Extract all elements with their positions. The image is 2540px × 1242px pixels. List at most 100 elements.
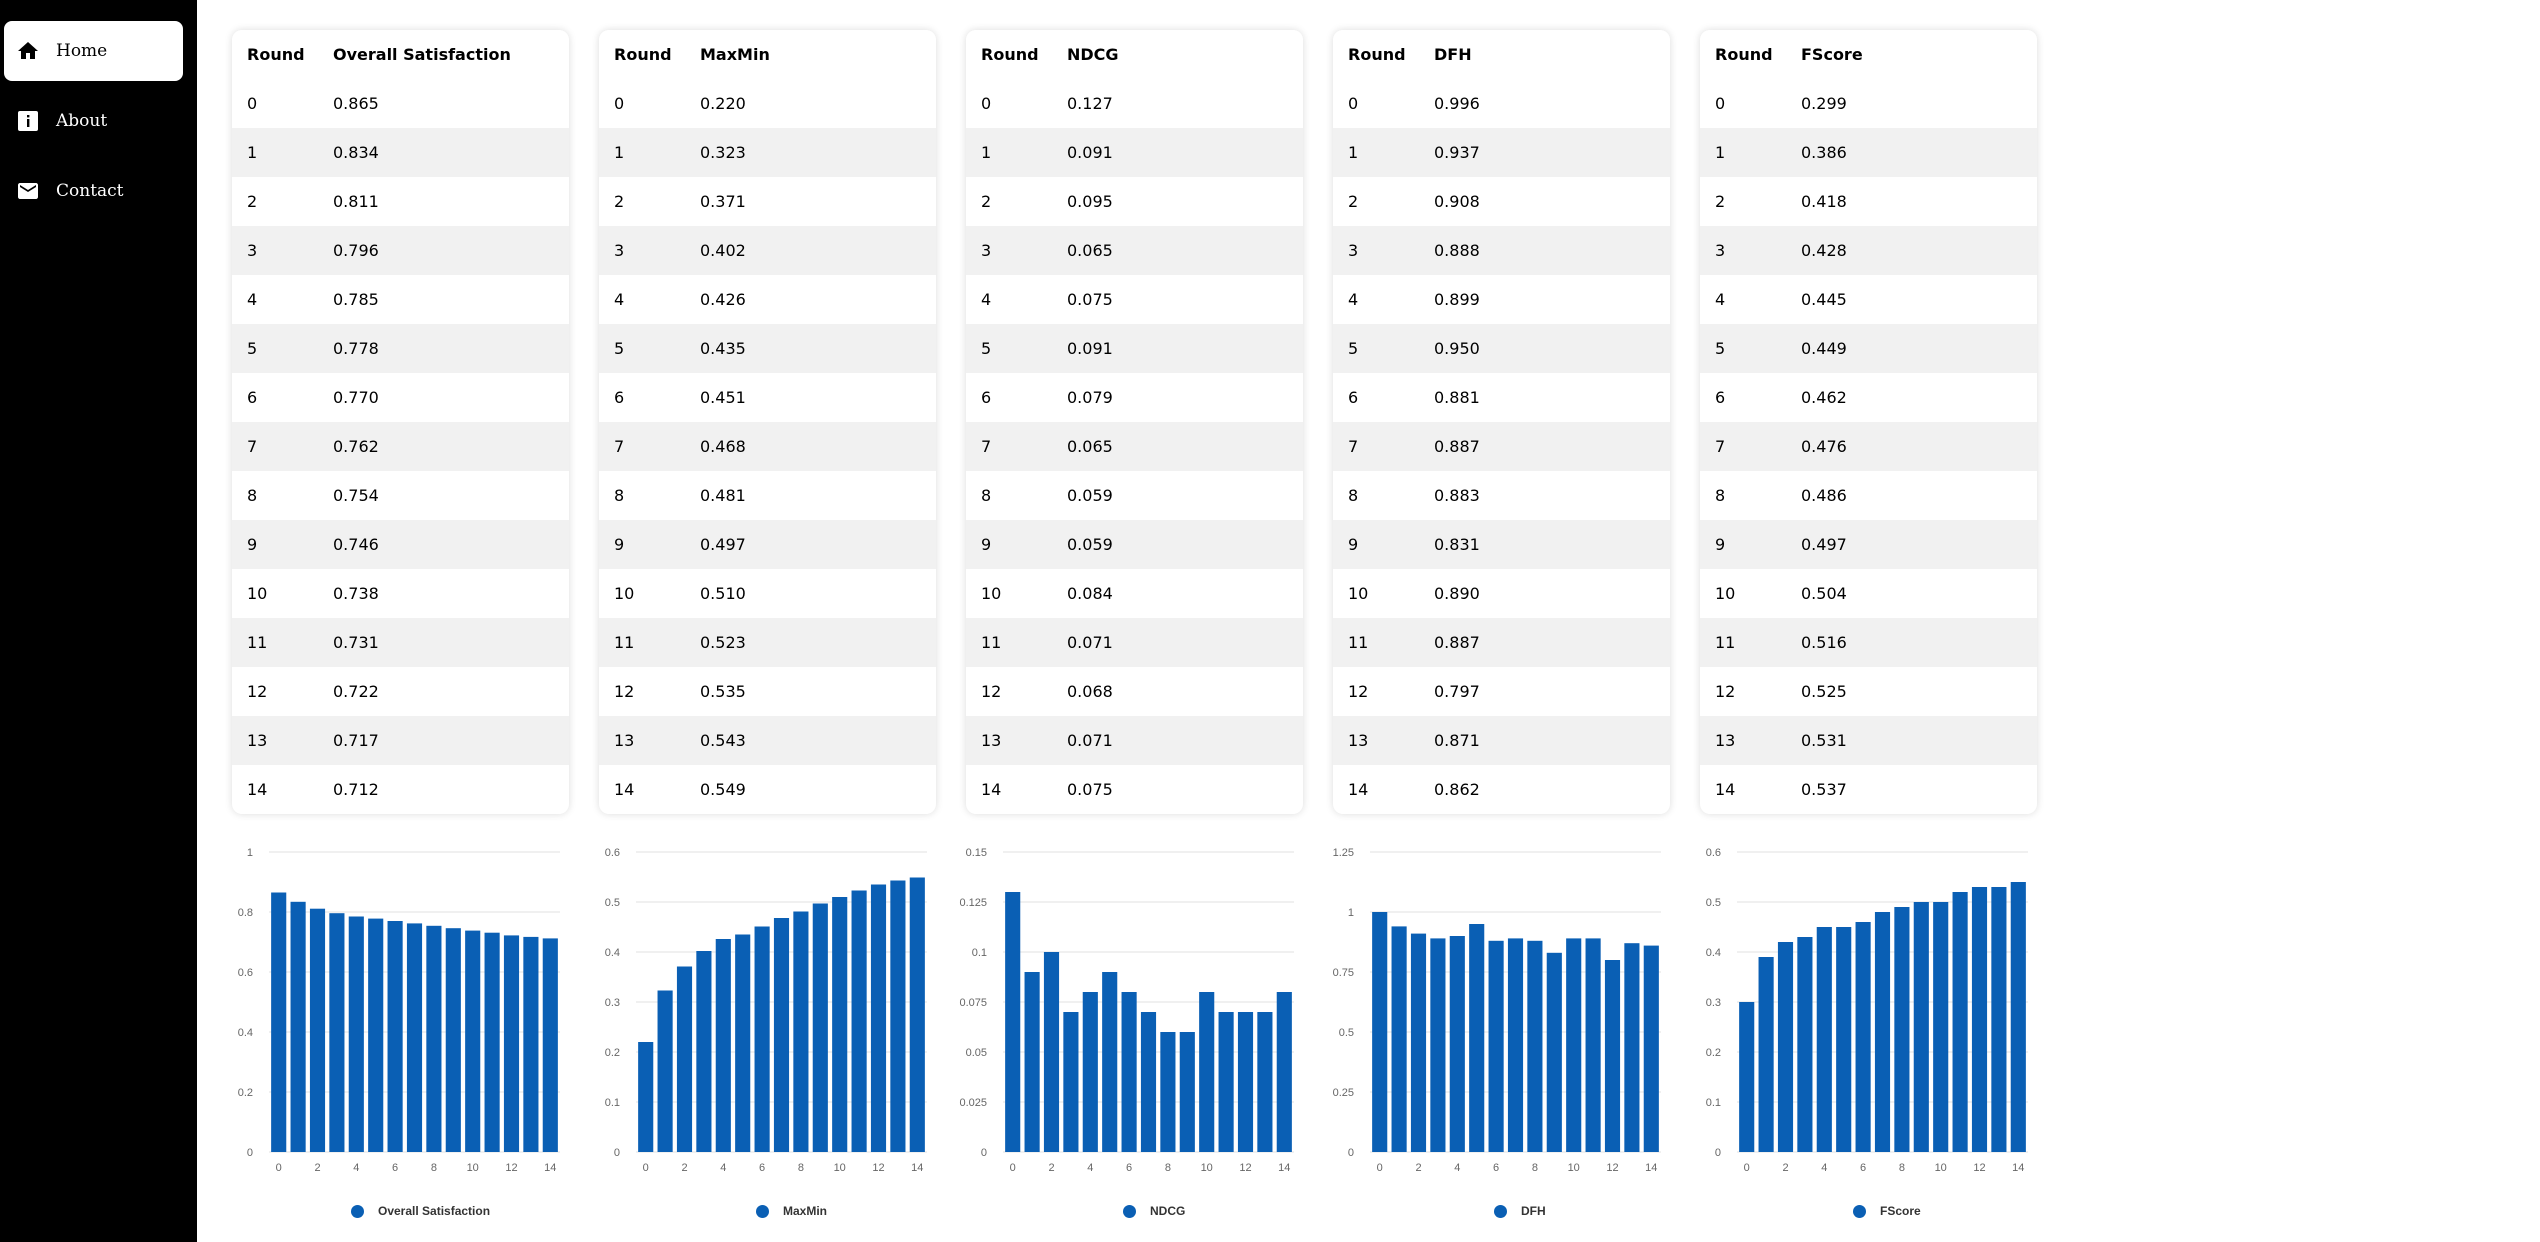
bar[interactable] bbox=[1991, 887, 2007, 1152]
cell-value: 0.504 bbox=[1801, 584, 1847, 603]
bar[interactable] bbox=[1140, 1012, 1157, 1152]
bar[interactable] bbox=[1894, 907, 1910, 1152]
bar[interactable] bbox=[329, 913, 345, 1152]
bar[interactable] bbox=[426, 925, 442, 1152]
bar[interactable] bbox=[832, 897, 848, 1152]
bar[interactable] bbox=[1082, 992, 1098, 1152]
bar[interactable] bbox=[1488, 940, 1504, 1152]
bar[interactable] bbox=[1585, 938, 1601, 1152]
bar[interactable] bbox=[542, 938, 558, 1152]
bar[interactable] bbox=[1430, 938, 1446, 1152]
bar[interactable] bbox=[793, 911, 809, 1153]
bar[interactable] bbox=[2010, 882, 2026, 1152]
bar[interactable] bbox=[1604, 960, 1621, 1152]
bar[interactable] bbox=[1643, 945, 1659, 1152]
bar[interactable] bbox=[368, 918, 384, 1152]
cell-round: 4 bbox=[1348, 290, 1359, 309]
bar[interactable] bbox=[1777, 942, 1794, 1152]
bar[interactable] bbox=[1043, 952, 1060, 1152]
bar[interactable] bbox=[1507, 938, 1524, 1152]
bar[interactable] bbox=[406, 923, 423, 1152]
nav-item-contact[interactable]: Contact bbox=[4, 161, 183, 221]
bar[interactable] bbox=[1276, 992, 1292, 1152]
bar[interactable] bbox=[1855, 922, 1871, 1152]
bar[interactable] bbox=[290, 901, 306, 1152]
bar[interactable] bbox=[1005, 892, 1021, 1152]
bar[interactable] bbox=[1816, 927, 1832, 1152]
chart-legend[interactable]: MaxMin bbox=[756, 1201, 827, 1221]
bar[interactable] bbox=[1797, 937, 1813, 1152]
bar[interactable] bbox=[909, 877, 925, 1153]
bar[interactable] bbox=[1913, 902, 1929, 1152]
table-row: 11 0.071 bbox=[966, 618, 1303, 667]
bar[interactable] bbox=[1566, 938, 1582, 1152]
bar[interactable] bbox=[1758, 957, 1774, 1152]
nav-item-home[interactable]: Home bbox=[4, 21, 183, 81]
bar[interactable] bbox=[1874, 912, 1891, 1152]
table-row: 8 0.059 bbox=[966, 471, 1303, 520]
bar[interactable] bbox=[812, 903, 828, 1153]
bar[interactable] bbox=[1179, 1032, 1195, 1152]
bar[interactable] bbox=[773, 918, 790, 1152]
bar[interactable] bbox=[1624, 943, 1640, 1152]
bar[interactable] bbox=[1063, 1012, 1079, 1152]
bar[interactable] bbox=[1836, 927, 1852, 1152]
bar[interactable] bbox=[484, 932, 500, 1152]
nav-item-about[interactable]: About bbox=[4, 91, 183, 151]
cell-value: 0.451 bbox=[700, 388, 746, 407]
bar[interactable] bbox=[1449, 936, 1465, 1152]
chart-legend[interactable]: FScore bbox=[1853, 1201, 1921, 1221]
cell-value: 0.796 bbox=[333, 226, 569, 275]
bar[interactable] bbox=[1527, 940, 1543, 1152]
bar[interactable] bbox=[309, 908, 326, 1152]
bar[interactable] bbox=[870, 884, 887, 1153]
bar[interactable] bbox=[1199, 992, 1215, 1152]
bar[interactable] bbox=[523, 936, 539, 1152]
cell-round: 7 bbox=[966, 422, 1067, 471]
bar[interactable] bbox=[1933, 902, 1949, 1152]
bar[interactable] bbox=[851, 890, 867, 1153]
bar[interactable] bbox=[445, 928, 461, 1152]
bar[interactable] bbox=[1469, 924, 1485, 1152]
bar[interactable] bbox=[1391, 926, 1407, 1152]
bar[interactable] bbox=[1257, 1012, 1273, 1152]
bar[interactable] bbox=[1160, 1032, 1176, 1152]
bar[interactable] bbox=[1971, 887, 1988, 1152]
cell-value: 0.717 bbox=[333, 716, 569, 765]
bar[interactable] bbox=[1952, 892, 1968, 1152]
bar[interactable] bbox=[1218, 1012, 1234, 1152]
cell-round: 2 bbox=[247, 192, 258, 211]
nav-item-label: About bbox=[56, 111, 108, 131]
bar[interactable] bbox=[503, 935, 520, 1152]
bar[interactable] bbox=[1546, 952, 1562, 1152]
bar[interactable] bbox=[1102, 972, 1118, 1152]
bar[interactable] bbox=[1237, 1012, 1254, 1152]
bar[interactable] bbox=[696, 951, 712, 1152]
bar[interactable] bbox=[1372, 912, 1388, 1152]
bar[interactable] bbox=[1024, 972, 1040, 1152]
bar[interactable] bbox=[1410, 933, 1427, 1152]
bar[interactable] bbox=[1739, 1002, 1755, 1152]
bar[interactable] bbox=[1121, 992, 1137, 1152]
bar[interactable] bbox=[657, 990, 673, 1153]
bar[interactable] bbox=[715, 939, 731, 1152]
cell-round: 7 bbox=[599, 422, 700, 471]
bar[interactable] bbox=[890, 880, 906, 1153]
cell-value: 0.731 bbox=[333, 618, 569, 667]
bar[interactable] bbox=[676, 966, 693, 1153]
bar[interactable] bbox=[638, 1042, 654, 1152]
bar[interactable] bbox=[271, 892, 287, 1153]
bar[interactable] bbox=[387, 921, 403, 1152]
bar[interactable] bbox=[348, 916, 364, 1153]
chart-legend[interactable]: NDCG bbox=[1123, 1201, 1185, 1221]
bar[interactable] bbox=[735, 934, 751, 1153]
x-tick-label: 12 bbox=[1239, 1162, 1251, 1174]
chart-legend[interactable]: Overall Satisfaction bbox=[351, 1201, 490, 1221]
cell-round: 14 bbox=[981, 780, 1002, 799]
bar-chart-svg: 00.20.40.60.810 2 4 6 8 10 12 14 bbox=[238, 847, 560, 1174]
bar[interactable] bbox=[465, 930, 481, 1152]
table-row: 13 0.543 bbox=[599, 716, 936, 765]
chart-legend[interactable]: DFH bbox=[1494, 1201, 1546, 1221]
x-tick-label: 2 bbox=[314, 1162, 320, 1174]
bar[interactable] bbox=[754, 926, 770, 1153]
